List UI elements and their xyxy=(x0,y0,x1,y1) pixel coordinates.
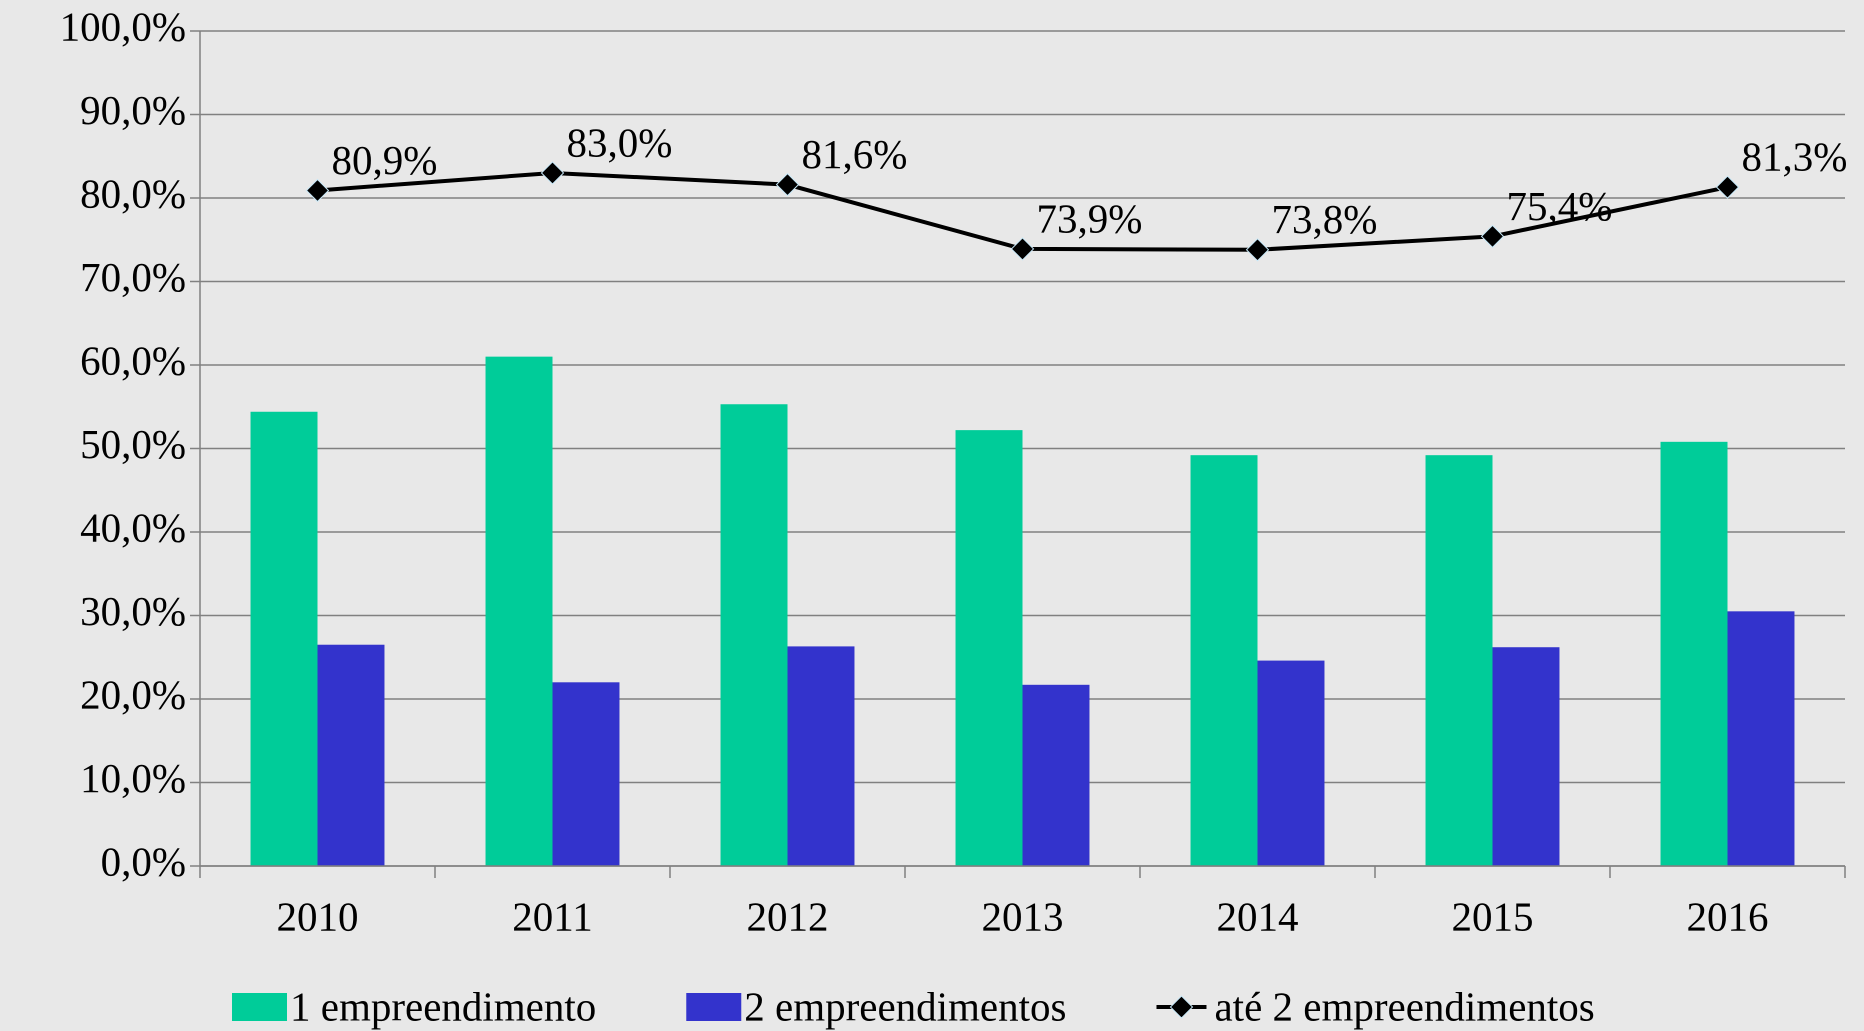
data-label: 83,0% xyxy=(567,119,673,165)
bar xyxy=(1425,455,1493,866)
y-tick-label: 90,0% xyxy=(80,87,186,133)
data-label: 81,3% xyxy=(1742,134,1848,180)
x-tick-label: 2014 xyxy=(1217,893,1299,939)
bar xyxy=(720,404,788,866)
bar xyxy=(485,356,553,866)
x-tick-label: 2015 xyxy=(1452,893,1534,939)
y-tick-label: 40,0% xyxy=(80,504,186,550)
line-marker xyxy=(1715,175,1740,199)
data-label: 73,9% xyxy=(1037,195,1143,241)
bar xyxy=(1660,441,1728,866)
data-label: 81,6% xyxy=(802,131,908,177)
line-marker xyxy=(775,172,800,197)
x-tick-label: 2013 xyxy=(982,893,1064,939)
bar xyxy=(1190,455,1258,866)
y-tick-label: 100,0% xyxy=(60,3,186,49)
y-tick-label: 10,0% xyxy=(80,755,186,801)
legend-label: 1 empreendimento xyxy=(290,983,596,1029)
y-tick-label: 20,0% xyxy=(80,671,186,717)
bar xyxy=(955,430,1023,866)
bar xyxy=(250,411,318,866)
y-tick-label: 60,0% xyxy=(80,337,186,383)
bar xyxy=(1022,684,1090,866)
legend-label: até 2 empreendimentos xyxy=(1214,983,1594,1029)
bar xyxy=(1492,647,1560,866)
data-label: 80,9% xyxy=(332,137,438,183)
line-marker xyxy=(540,161,565,185)
y-tick-label: 70,0% xyxy=(80,254,186,300)
legend-swatch xyxy=(232,993,287,1021)
bar xyxy=(1727,611,1795,866)
y-tick-label: 80,0% xyxy=(80,170,186,216)
line-marker xyxy=(1010,237,1035,261)
line-marker xyxy=(1480,224,1505,249)
line-marker xyxy=(305,178,330,203)
y-tick-label: 50,0% xyxy=(80,421,186,467)
bar xyxy=(787,646,855,866)
data-label: 73,8% xyxy=(1272,196,1378,242)
x-tick-label: 2016 xyxy=(1687,893,1769,939)
x-tick-label: 2012 xyxy=(747,893,829,939)
legend-label: 2 empreendimentos xyxy=(744,983,1066,1029)
y-tick-label: 0,0% xyxy=(101,838,186,884)
line-marker xyxy=(1245,238,1270,262)
line-marker xyxy=(1169,995,1194,1019)
y-tick-label: 30,0% xyxy=(80,588,186,634)
bar xyxy=(317,644,385,866)
bar xyxy=(552,682,620,866)
bar xyxy=(1257,660,1325,866)
x-tick-label: 2011 xyxy=(512,893,592,939)
data-label: 75,4% xyxy=(1507,183,1613,229)
legend-swatch xyxy=(686,993,742,1021)
x-tick-label: 2010 xyxy=(277,893,359,939)
